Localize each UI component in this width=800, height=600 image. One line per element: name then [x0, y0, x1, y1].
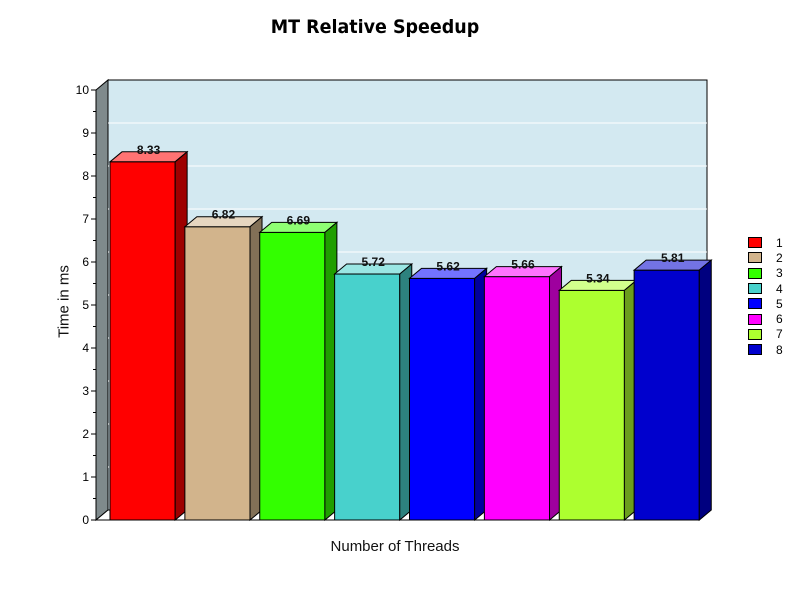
bar-4-front [334, 273, 401, 521]
data-label-8: 5.81 [661, 251, 685, 265]
legend-swatch-5 [748, 298, 762, 310]
y-tick-label: 0 [82, 513, 89, 527]
y-tick-label: 9 [82, 126, 89, 140]
data-label-2: 6.82 [212, 208, 236, 222]
y-tick-label: 8 [82, 169, 89, 183]
legend-item-6: 6 [748, 311, 800, 326]
legend-swatch-3 [748, 267, 762, 279]
legend-label-3: 3 [776, 266, 783, 281]
y-tick-label: 3 [82, 384, 89, 398]
legend-label-8: 8 [776, 342, 783, 357]
legend-swatch-2 [748, 252, 762, 264]
legend-item-4: 4 [748, 281, 800, 296]
legend-swatch-7 [748, 328, 762, 340]
y-tick-label: 4 [82, 341, 89, 355]
y-tick-label: 1 [82, 470, 89, 484]
y-axis-label: Time in ms [55, 265, 73, 338]
bar-8-front [633, 269, 700, 521]
data-label-5: 5.62 [436, 259, 460, 273]
chart-title: MT Relative Speedup [270, 16, 480, 38]
bar-5-front [409, 277, 476, 521]
y-tick-label: 6 [82, 255, 89, 269]
legend-swatch-6 [748, 313, 762, 325]
plot-side-wall [95, 78, 109, 522]
legend-item-1: 1 [748, 235, 800, 250]
legend-label-2: 2 [776, 250, 783, 265]
data-label-7: 5.34 [586, 271, 610, 285]
data-label-1: 8.33 [137, 143, 161, 157]
legend-item-7: 7 [748, 327, 800, 342]
x-axis-label: Number of Threads [330, 538, 460, 555]
legend-swatch-4 [748, 283, 762, 295]
data-label-3: 6.69 [287, 213, 311, 227]
y-tick-label: 7 [82, 212, 89, 226]
legend-label-1: 1 [776, 235, 783, 250]
legend-item-3: 3 [748, 266, 800, 281]
data-label-4: 5.72 [362, 255, 386, 269]
bar-6-front [483, 276, 551, 521]
legend-item-8: 8 [748, 342, 800, 357]
bar-3-front [259, 231, 326, 521]
legend-swatch-8 [748, 344, 762, 356]
legend-label-5: 5 [776, 296, 783, 311]
legend-swatch-1 [748, 237, 762, 249]
legend-label-7: 7 [776, 327, 783, 342]
legend-label-4: 4 [776, 281, 783, 296]
bar-8-side [698, 259, 712, 522]
legend-item-2: 2 [748, 250, 800, 265]
legend-item-5: 5 [748, 296, 800, 311]
y-tick-label: 5 [82, 298, 89, 312]
y-tick-label: 2 [82, 427, 89, 441]
y-tick-label: 10 [76, 83, 90, 97]
legend-label-6: 6 [776, 312, 783, 327]
bar-2-front [184, 226, 251, 521]
bar-7-front [558, 289, 625, 521]
data-label-6: 5.66 [511, 258, 535, 272]
bar-1-front [109, 161, 176, 521]
